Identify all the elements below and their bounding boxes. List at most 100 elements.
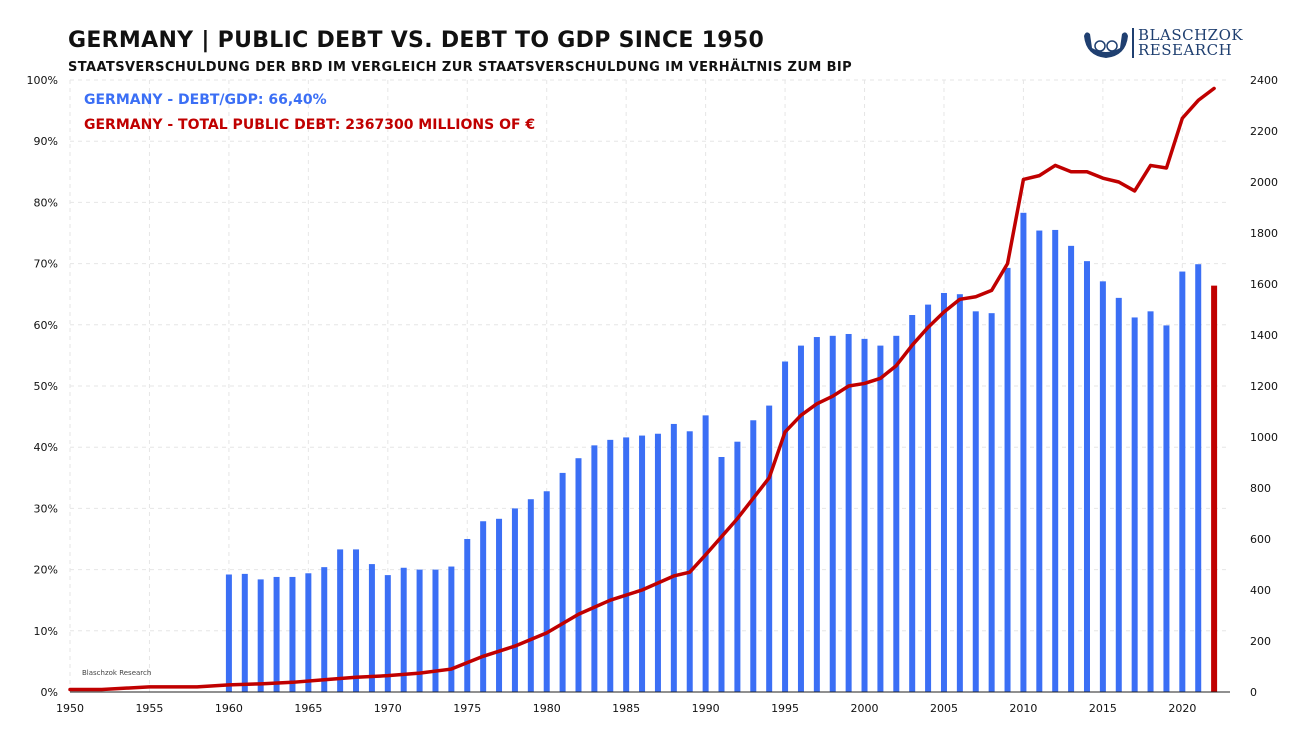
bar-debt-gdp: [416, 569, 423, 692]
bar-debt-gdp: [1131, 317, 1138, 692]
bar-debt-gdp: [1036, 230, 1043, 692]
bar-debt-gdp: [797, 345, 804, 692]
bar-debt-gdp: [384, 575, 391, 692]
bar-debt-gdp: [813, 337, 820, 692]
x-tick-label: 2010: [1009, 702, 1037, 715]
bar-debt-gdp: [448, 566, 455, 692]
bar-debt-gdp: [1020, 212, 1027, 692]
bar-debt-gdp: [686, 431, 693, 692]
y-right-tick-label: 1200: [1250, 380, 1278, 393]
y-right-tick-label: 1800: [1250, 227, 1278, 240]
x-tick-label: 2000: [851, 702, 879, 715]
bar-debt-gdp: [289, 576, 296, 692]
y-left-tick-label: 70%: [34, 258, 58, 271]
bar-debt-gdp: [321, 567, 328, 692]
bar-debt-gdp: [337, 549, 344, 692]
bar-debt-gdp: [1211, 285, 1218, 692]
bar-debt-gdp: [766, 405, 773, 692]
bar-debt-gdp: [1147, 311, 1154, 692]
bar-debt-gdp: [559, 472, 566, 692]
page-title: GERMANY | PUBLIC DEBT VS. DEBT TO GDP SI…: [68, 28, 765, 53]
logo-divider: [1132, 28, 1134, 58]
bar-debt-gdp: [845, 333, 852, 692]
bar-debt-gdp: [782, 361, 789, 692]
y-left-tick-label: 90%: [34, 135, 58, 148]
bar-debt-gdp: [1068, 245, 1075, 693]
x-tick-label: 1960: [215, 702, 243, 715]
bar-debt-gdp: [591, 445, 598, 692]
viking-ship-icon: [1084, 32, 1128, 58]
bar-debt-gdp: [654, 433, 661, 692]
x-tick-label: 1985: [612, 702, 640, 715]
y-right-tick-label: 1600: [1250, 278, 1278, 291]
page-subtitle: STAATSVERSCHULDUNG DER BRD IM VERGLEICH …: [68, 60, 853, 75]
bar-debt-gdp: [988, 313, 995, 692]
bar-debt-gdp: [909, 315, 916, 692]
y-right-tick-label: 2200: [1250, 125, 1278, 138]
x-tick-label: 1975: [453, 702, 481, 715]
y-right-tick-label: 2400: [1250, 74, 1278, 87]
bar-debt-gdp: [1052, 229, 1059, 692]
bar-debt-gdp: [225, 574, 232, 692]
bar-debt-gdp: [750, 420, 757, 692]
logo-text-line2: RESEARCH: [1138, 41, 1233, 59]
x-tick-label: 1965: [294, 702, 322, 715]
y-left-tick-label: 60%: [34, 319, 58, 332]
bar-debt-gdp: [1195, 264, 1202, 692]
bar-debt-gdp: [670, 423, 677, 692]
bar-debt-gdp: [241, 573, 248, 692]
bar-debt-gdp: [368, 564, 375, 692]
bar-debt-gdp: [1179, 271, 1186, 692]
bar-debt-gdp: [893, 335, 900, 692]
bar-debt-gdp: [432, 569, 439, 692]
y-right-tick-label: 600: [1250, 533, 1271, 546]
y-left-tick-label: 50%: [34, 380, 58, 393]
bar-debt-gdp: [1115, 297, 1122, 692]
x-tick-label: 1980: [533, 702, 561, 715]
legend-total-debt: GERMANY - TOTAL PUBLIC DEBT: 2367300 MIL…: [84, 117, 536, 133]
y-left-tick-label: 100%: [27, 74, 58, 87]
x-tick-label: 2020: [1168, 702, 1196, 715]
y-right-tick-label: 1000: [1250, 431, 1278, 444]
bar-debt-gdp: [257, 579, 264, 692]
y-right-tick-label: 800: [1250, 482, 1271, 495]
bar-debt-gdp: [861, 338, 868, 692]
bar-debt-gdp: [1004, 267, 1011, 692]
y-left-tick-label: 80%: [34, 196, 58, 209]
bar-debt-gdp: [940, 292, 947, 692]
y-left-tick-label: 40%: [34, 441, 58, 454]
bar-debt-gdp: [956, 294, 963, 692]
bar-debt-gdp: [607, 439, 614, 692]
x-tick-label: 2005: [930, 702, 958, 715]
x-tick-label: 1955: [135, 702, 163, 715]
bar-debt-gdp: [480, 521, 487, 692]
bar-debt-gdp: [353, 549, 360, 692]
bar-debt-gdp: [400, 567, 407, 692]
bar-debt-gdp: [543, 491, 550, 692]
logo-text-line1: BLASCHZOK: [1138, 26, 1244, 44]
bar-debt-gdp: [877, 345, 884, 692]
y-right-tick-label: 0: [1250, 686, 1257, 699]
watermark: Blaschzok Research: [82, 669, 152, 677]
bar-debt-gdp: [575, 458, 582, 692]
legend-debt-gdp: GERMANY - DEBT/GDP: 66,40%: [84, 92, 327, 108]
y-left-tick-label: 10%: [34, 625, 58, 638]
bar-debt-gdp: [496, 518, 503, 692]
bar-debt-gdp: [1099, 281, 1106, 692]
y-left-tick-label: 0%: [41, 686, 58, 699]
brand-logo: BLASCHZOK RESEARCH: [1082, 26, 1244, 62]
x-tick-label: 1990: [692, 702, 720, 715]
x-tick-label: 1950: [56, 702, 84, 715]
bar-debt-gdp: [623, 437, 630, 692]
y-right-tick-label: 400: [1250, 584, 1271, 597]
bar-debt-gdp: [972, 311, 979, 692]
bar-debt-gdp: [925, 304, 932, 692]
bar-debt-gdp: [464, 539, 471, 692]
y-left-tick-label: 30%: [34, 502, 58, 515]
y-right-tick-label: 2000: [1250, 176, 1278, 189]
bar-debt-gdp: [511, 508, 518, 692]
bar-debt-gdp: [305, 573, 312, 692]
line-total-debt: [68, 86, 1216, 692]
y-right-tick-label: 200: [1250, 635, 1271, 648]
